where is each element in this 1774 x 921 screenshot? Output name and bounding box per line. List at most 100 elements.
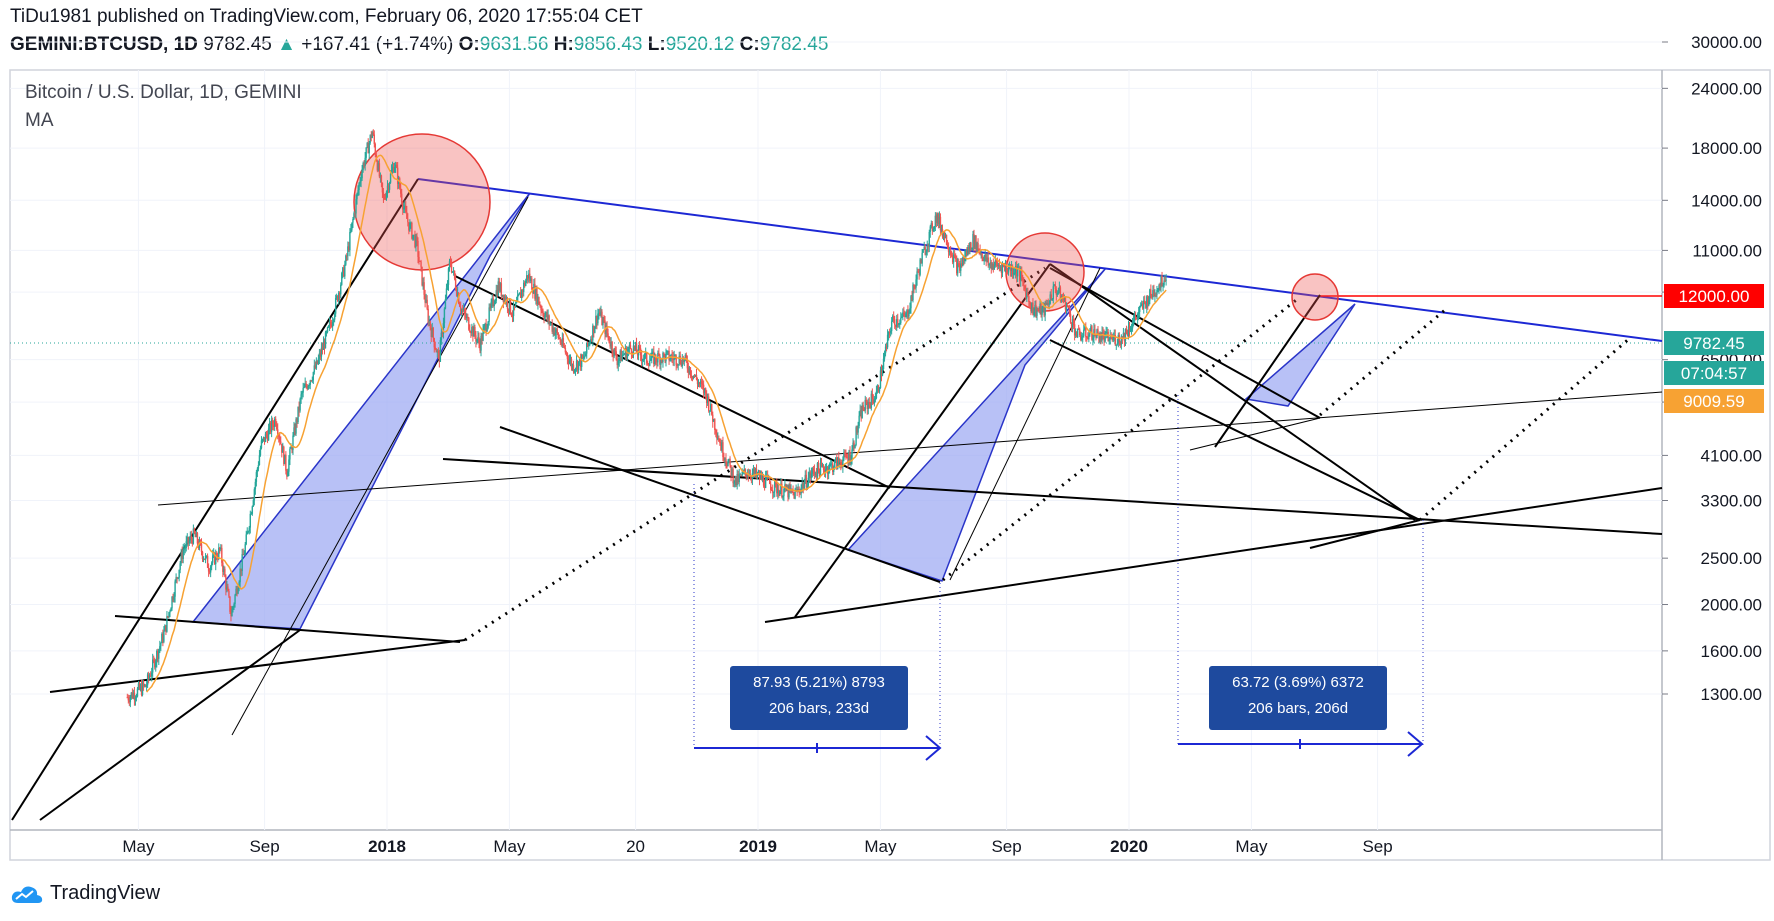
top-highlight-circle	[1291, 273, 1339, 321]
measurement-box[interactable]: 63.72 (3.69%) 6372 206 bars, 206d	[1209, 666, 1387, 730]
candle-body	[482, 329, 484, 341]
candle-body	[467, 316, 469, 318]
tradingview-logo[interactable]: TradingView	[10, 882, 160, 905]
candle-body	[451, 271, 454, 273]
candle-body	[299, 398, 301, 411]
candle-body	[885, 346, 888, 348]
candle-body	[225, 576, 227, 590]
candle-body	[600, 311, 602, 316]
candle-body	[490, 301, 492, 308]
candle-body	[559, 338, 562, 343]
candle-body	[967, 247, 969, 256]
candle-body	[359, 181, 361, 184]
candle-body	[1081, 337, 1083, 340]
candle-body	[743, 469, 745, 472]
candle-body	[1108, 339, 1110, 342]
candle-body	[316, 360, 319, 364]
candle-body	[519, 292, 522, 298]
candle-body	[833, 467, 835, 472]
candle-body	[134, 697, 137, 700]
candle-body	[402, 202, 404, 210]
close-label: C:	[739, 34, 760, 55]
candle-body	[248, 527, 250, 532]
candle-body	[465, 313, 467, 319]
candle-body	[905, 313, 907, 317]
candle-body	[353, 213, 355, 220]
candle-body	[646, 352, 648, 364]
candle-body	[243, 553, 245, 556]
candle-body	[1121, 336, 1124, 339]
candle-body	[196, 533, 199, 544]
candle-body	[364, 157, 366, 166]
candle-body	[1043, 305, 1045, 316]
moving-average-line	[146, 154, 1167, 693]
candle-body	[962, 257, 964, 266]
candle-body	[782, 496, 784, 498]
candle-body	[138, 683, 141, 690]
candle-body	[732, 469, 734, 484]
candle-body	[792, 491, 794, 493]
candle-body	[1164, 280, 1166, 282]
candle-body	[1054, 284, 1057, 290]
candle-body	[616, 359, 618, 366]
candle-body	[994, 260, 997, 266]
candle-body	[908, 312, 910, 317]
trendline	[49, 639, 466, 693]
candle-body	[279, 436, 281, 442]
candle-body	[763, 485, 766, 488]
candle-body	[814, 473, 817, 475]
candle-body	[770, 483, 772, 491]
candle-body	[689, 367, 692, 376]
candle-body	[233, 603, 235, 607]
candle-body	[355, 199, 357, 214]
candle-body	[502, 294, 505, 302]
candle-body	[480, 335, 482, 351]
candle-body	[1114, 334, 1116, 345]
candle-body	[1010, 266, 1013, 271]
candle-body	[1155, 294, 1157, 296]
candle-body	[572, 364, 575, 372]
candle-body	[1152, 290, 1154, 298]
candle-body	[258, 455, 261, 465]
candle-body	[715, 429, 717, 434]
candle-body	[174, 581, 176, 597]
candle-body	[386, 185, 389, 192]
candle-body	[255, 472, 258, 482]
candle-body	[205, 555, 208, 557]
candle-body	[943, 231, 946, 239]
candle-body	[323, 342, 326, 349]
candle-body	[485, 323, 487, 332]
candle-body	[999, 266, 1002, 268]
candle-body	[636, 352, 639, 356]
candle-body	[245, 534, 247, 545]
candle-body	[638, 346, 641, 349]
chart-title[interactable]: Bitcoin / U.S. Dollar, 1D, GEMINI	[25, 82, 302, 103]
candle-body	[1097, 329, 1099, 333]
candle-body	[762, 476, 765, 486]
candle-body	[663, 352, 665, 355]
candle-body	[546, 312, 548, 320]
candle-body	[365, 147, 367, 158]
grid-lines	[10, 41, 1662, 830]
last-price-label: 9782.45	[1683, 334, 1744, 353]
candle-body	[284, 454, 286, 465]
time-axis[interactable]: May Sep 2018 May 20 2019 May Sep 2020 May Sep	[122, 837, 1392, 856]
candle-body	[1039, 303, 1041, 310]
candle-body	[565, 352, 568, 354]
candle-body	[922, 249, 924, 253]
candle-body	[871, 393, 874, 399]
candle-body	[876, 385, 879, 392]
candle-body	[969, 242, 971, 250]
measurement-box[interactable]: 87.93 (5.21%) 8793 206 bars, 233d	[730, 666, 908, 730]
candle-body	[351, 222, 353, 230]
candle-body	[297, 406, 299, 422]
candle-body	[879, 370, 882, 389]
candle-body	[303, 386, 305, 388]
candle-body	[965, 251, 967, 257]
candle-body	[921, 252, 923, 264]
candle-body	[1153, 290, 1155, 297]
candle-body	[201, 551, 204, 559]
indicator-legend[interactable]: MA	[25, 110, 54, 131]
candle-body	[808, 472, 811, 478]
